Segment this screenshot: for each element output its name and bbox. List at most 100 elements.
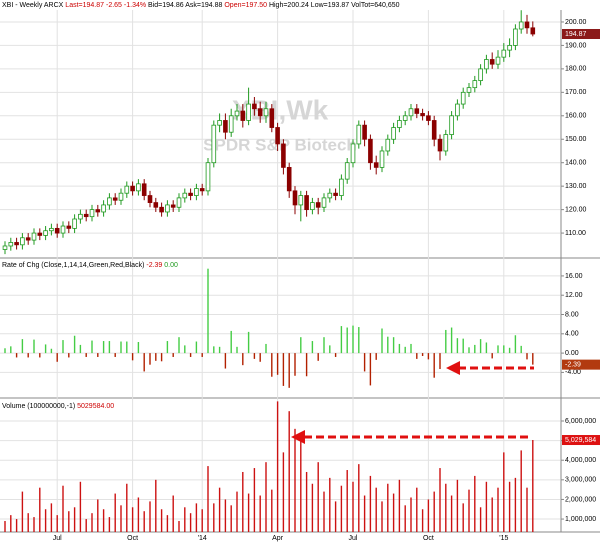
bar [311, 341, 314, 354]
bar [474, 344, 476, 354]
bar [143, 511, 145, 532]
bar [155, 353, 157, 361]
header: XBI - Weekly ARCX Last=194.87 -2.65 -1.3… [2, 2, 400, 9]
bar [33, 517, 35, 532]
bar [224, 499, 227, 532]
candle-body [292, 190, 298, 206]
bar [468, 489, 470, 532]
bar [44, 344, 47, 354]
candle-body [124, 185, 130, 194]
y-tick-label: 170.00 [565, 89, 587, 96]
legend-part: XBI - Weekly [2, 2, 43, 9]
bar [15, 353, 18, 358]
bar [114, 353, 116, 357]
bar [79, 481, 82, 532]
bar [276, 401, 279, 532]
bar [253, 468, 256, 532]
candle-body [217, 120, 222, 126]
candle-body [263, 108, 269, 117]
bar [532, 440, 534, 532]
last-value-box [562, 435, 600, 446]
candle-body [304, 195, 309, 211]
bar [317, 462, 319, 532]
bar [247, 331, 250, 354]
candle-body [37, 232, 43, 236]
candle-body [182, 192, 188, 199]
bar [300, 440, 302, 532]
bar [236, 491, 238, 532]
bar [10, 346, 12, 354]
y-tick-label: 3,000,000 [565, 477, 596, 484]
candle-body [484, 59, 489, 70]
bar [120, 341, 122, 354]
bar [73, 335, 76, 354]
candle-body [420, 113, 425, 117]
bar [410, 343, 412, 354]
bar [375, 487, 377, 532]
bar [334, 501, 337, 532]
bar [213, 346, 215, 354]
bar [462, 503, 464, 532]
bar [97, 353, 99, 357]
bar [503, 452, 505, 532]
bar [387, 336, 389, 354]
bar [160, 509, 163, 532]
y-tick-label: 180.00 [565, 66, 587, 73]
bar [85, 353, 87, 357]
candle-body [437, 138, 443, 152]
candle-body [472, 80, 478, 89]
candle-body [356, 124, 362, 145]
bar [68, 511, 70, 532]
bar [433, 491, 435, 532]
bar [166, 341, 169, 354]
bar [439, 468, 441, 532]
bar [363, 353, 366, 372]
y-tick-label: 4.00 [565, 331, 579, 338]
candle-body [78, 213, 83, 220]
bar [404, 346, 406, 354]
bar [201, 509, 203, 532]
candle-body [391, 127, 396, 140]
bar [416, 353, 418, 359]
bar [358, 327, 360, 354]
y-tick-label: 200.00 [565, 19, 587, 26]
watermark: XBI,Wk [232, 94, 329, 125]
bar [56, 515, 58, 532]
bar [445, 329, 447, 354]
bar [416, 487, 418, 532]
y-tick-label: 140.00 [565, 160, 587, 167]
bar [149, 353, 151, 365]
bar [39, 487, 41, 532]
bar [288, 353, 290, 388]
legend-part: Rate of Chg (Close,1,14,14,Green,Red,Bla… [2, 262, 144, 269]
bar [450, 495, 453, 532]
candle-body [199, 188, 205, 192]
candle-body [408, 108, 414, 117]
bar [247, 493, 250, 532]
bar [456, 338, 459, 354]
annotation-arrow [291, 361, 534, 444]
candle-body [315, 202, 321, 208]
x-tick-label: Oct [127, 535, 138, 542]
candle-body [339, 178, 344, 196]
bar [398, 343, 401, 354]
bar [346, 470, 348, 532]
candle-body [43, 230, 48, 236]
bar [282, 452, 285, 532]
bar [27, 353, 29, 358]
bar [427, 353, 430, 360]
candle-body [31, 232, 37, 241]
bar [137, 497, 140, 532]
y-tick-label: 6,000,000 [565, 418, 596, 425]
candle-body [101, 204, 106, 213]
bar [253, 353, 256, 359]
bar [172, 495, 174, 532]
candle-body [298, 195, 304, 206]
candle-body [54, 227, 60, 234]
candle-body [83, 213, 89, 218]
candle-body [130, 185, 135, 192]
x-tick-label: Jul [349, 535, 358, 542]
legend-part: -2.65 [106, 2, 122, 9]
bar [439, 353, 441, 370]
